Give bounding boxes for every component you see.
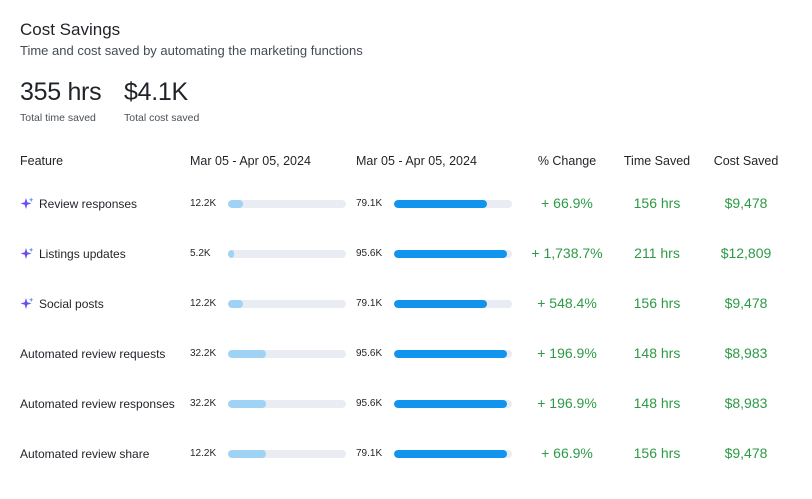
pct-change-value: + 196.9% bbox=[537, 345, 597, 361]
feature-cell: Review responses bbox=[20, 197, 137, 211]
cost-saved-value: $8,983 bbox=[724, 345, 768, 361]
table-row: Automated review share 12.2K 79.1K + 66.9% 1… bbox=[0, 439, 812, 469]
period-2-bar bbox=[394, 250, 512, 258]
period-2-value: 95.6K bbox=[356, 348, 383, 359]
metric-value: $4.1K bbox=[124, 78, 188, 106]
cost-saved-value: $8,983 bbox=[724, 395, 768, 411]
header-period-1: Mar 05 - Apr 05, 2024 bbox=[190, 154, 311, 168]
period-1-bar bbox=[228, 300, 346, 308]
sparkle-icon bbox=[20, 197, 34, 211]
header-time-saved: Time Saved bbox=[623, 154, 691, 168]
metric-label: Total time saved bbox=[20, 112, 96, 124]
period-1-bar bbox=[228, 450, 346, 458]
table-row: Social posts 12.2K 79.1K + 548.4% 156 hrs $9,… bbox=[0, 289, 812, 319]
metric-label: Total cost saved bbox=[124, 112, 200, 124]
period-1-bar-fill bbox=[228, 250, 234, 258]
period-2-value: 79.1K bbox=[356, 448, 383, 459]
table-row: Listings updates 5.2K 95.6K + 1,738.7% 211 h… bbox=[0, 239, 812, 269]
time-saved-value: 148 hrs bbox=[633, 345, 681, 361]
pct-change-value: + 548.4% bbox=[537, 295, 597, 311]
period-2-bar bbox=[394, 400, 512, 408]
period-1-bar-fill bbox=[228, 350, 266, 358]
table-row: Automated review requests 32.2K 95.6K + 196… bbox=[0, 339, 812, 369]
pct-change-value: + 66.9% bbox=[541, 445, 593, 461]
period-2-bar-fill bbox=[394, 400, 508, 408]
header-pct-change: % Change bbox=[537, 154, 597, 168]
pct-change-value: + 66.9% bbox=[541, 195, 593, 211]
period-2-bar-fill bbox=[394, 300, 488, 308]
period-1-value: 12.2K bbox=[190, 448, 217, 459]
feature-cell: Automated review share bbox=[20, 447, 149, 461]
period-2-value: 95.6K bbox=[356, 248, 383, 259]
period-2-value: 79.1K bbox=[356, 198, 383, 209]
cost-saved-value: $9,478 bbox=[724, 295, 768, 311]
period-2-bar-fill bbox=[394, 450, 508, 458]
feature-label: Social posts bbox=[39, 297, 104, 311]
period-1-bar bbox=[228, 350, 346, 358]
time-saved-value: 148 hrs bbox=[633, 395, 681, 411]
feature-label: Automated review requests bbox=[20, 347, 166, 361]
feature-label: Listings updates bbox=[39, 247, 126, 261]
time-saved-value: 156 hrs bbox=[633, 195, 681, 211]
period-1-value: 5.2K bbox=[190, 248, 211, 259]
cost-saved-value: $9,478 bbox=[724, 445, 768, 461]
metric-cost-saved: $4.1K Total cost saved bbox=[124, 78, 199, 124]
page-title: Cost Savings bbox=[20, 20, 121, 39]
sparkle-icon bbox=[20, 247, 34, 261]
time-saved-value: 156 hrs bbox=[633, 445, 681, 461]
period-1-bar-fill bbox=[228, 300, 244, 308]
period-1-bar bbox=[228, 250, 346, 258]
feature-cell: Automated review responses bbox=[20, 397, 175, 411]
period-2-value: 95.6K bbox=[356, 398, 383, 409]
feature-label: Automated review responses bbox=[20, 397, 175, 411]
feature-cell: Listings updates bbox=[20, 247, 126, 261]
feature-label: Review responses bbox=[39, 197, 138, 211]
period-1-value: 12.2K bbox=[190, 198, 217, 209]
period-2-bar-fill bbox=[394, 250, 508, 258]
feature-label: Automated review share bbox=[20, 447, 150, 461]
metric-time-saved: 355 hrs Total time saved bbox=[20, 78, 102, 124]
period-1-bar-fill bbox=[228, 200, 244, 208]
period-2-bar bbox=[394, 300, 512, 308]
period-2-bar bbox=[394, 450, 512, 458]
metric-value: 355 hrs bbox=[20, 78, 102, 106]
period-2-bar bbox=[394, 350, 512, 358]
header-period-2: Mar 05 - Apr 05, 2024 bbox=[356, 154, 477, 168]
feature-cell: Automated review requests bbox=[20, 347, 165, 361]
time-saved-value: 156 hrs bbox=[633, 295, 681, 311]
time-saved-value: 211 hrs bbox=[634, 245, 680, 261]
cost-saved-value: $9,478 bbox=[724, 195, 768, 211]
table-row: Automated review responses 32.2K 95.6K + 19… bbox=[0, 389, 812, 419]
period-1-bar-fill bbox=[228, 450, 266, 458]
page-subtitle: Time and cost saved by automating the ma… bbox=[20, 43, 363, 58]
feature-cell: Social posts bbox=[20, 297, 104, 311]
period-2-value: 79.1K bbox=[356, 298, 383, 309]
header-feature: Feature bbox=[20, 154, 64, 168]
sparkle-icon bbox=[20, 297, 34, 311]
header-cost-saved: Cost Saved bbox=[713, 154, 779, 168]
table-row: Review responses 12.2K 79.1K + 66.9% 156 hrs… bbox=[0, 189, 812, 219]
pct-change-value: + 196.9% bbox=[537, 395, 597, 411]
period-1-bar-fill bbox=[228, 400, 266, 408]
cost-saved-value: $12,809 bbox=[720, 245, 772, 261]
period-1-value: 12.2K bbox=[190, 298, 217, 309]
period-1-value: 32.2K bbox=[190, 398, 217, 409]
period-2-bar-fill bbox=[394, 350, 508, 358]
period-2-bar-fill bbox=[394, 200, 488, 208]
pct-change-value: + 1,738.7% bbox=[531, 245, 603, 261]
period-1-bar bbox=[228, 400, 346, 408]
period-1-value: 32.2K bbox=[190, 348, 217, 359]
period-1-bar bbox=[228, 200, 346, 208]
period-2-bar bbox=[394, 200, 512, 208]
